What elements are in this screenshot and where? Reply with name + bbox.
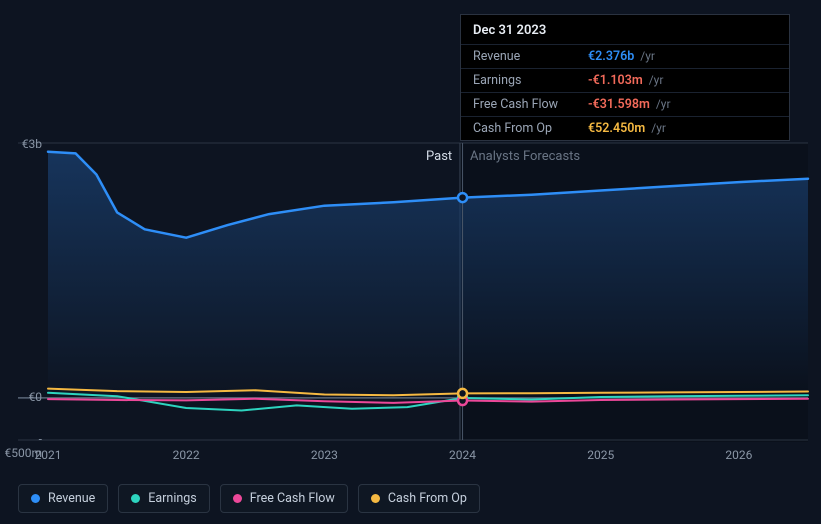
tooltip-date: Dec 31 2023 <box>461 15 789 44</box>
x-tick-label: 2025 <box>587 448 614 462</box>
financial-chart: Past Analysts Forecasts €3b€0-€500m 2021… <box>0 0 821 524</box>
past-region-label: Past <box>426 149 452 164</box>
y-tick-label: €0 <box>2 390 42 404</box>
tooltip-metric-value: -€31.598m <box>588 97 650 112</box>
legend-label: Cash From Op <box>388 491 467 506</box>
x-tick-label: 2026 <box>725 448 752 462</box>
forecast-region-label: Analysts Forecasts <box>470 149 580 164</box>
data-tooltip: Dec 31 2023 Revenue€2.376b/yrEarnings-€1… <box>460 14 790 141</box>
legend-item[interactable]: Cash From Op <box>358 484 480 513</box>
tooltip-metric-label: Free Cash Flow <box>473 97 588 112</box>
legend-label: Earnings <box>148 491 196 506</box>
tooltip-metric-unit: /yr <box>656 97 671 111</box>
y-tick-label: €3b <box>2 137 42 151</box>
tooltip-metric-label: Earnings <box>473 73 588 88</box>
legend-dot-icon <box>31 494 40 503</box>
tooltip-metric-label: Cash From Op <box>473 121 588 136</box>
chart-legend: Revenue Earnings Free Cash Flow Cash From O… <box>18 484 480 513</box>
x-tick-label: 2022 <box>173 448 200 462</box>
tooltip-row: Revenue€2.376b/yr <box>461 44 789 68</box>
tooltip-row: Free Cash Flow-€31.598m/yr <box>461 92 789 116</box>
legend-label: Free Cash Flow <box>250 491 335 506</box>
tooltip-row: Cash From Op€52.450m/yr <box>461 116 789 140</box>
tooltip-metric-value: €2.376b <box>588 49 634 64</box>
legend-dot-icon <box>233 494 242 503</box>
tooltip-metric-value: -€1.103m <box>588 73 643 88</box>
legend-label: Revenue <box>48 491 95 506</box>
x-tick-label: 2023 <box>311 448 338 462</box>
legend-item[interactable]: Revenue <box>18 484 108 513</box>
x-tick-label: 2024 <box>449 448 476 462</box>
legend-item[interactable]: Earnings <box>118 484 209 513</box>
tooltip-metric-unit: /yr <box>640 49 655 63</box>
tooltip-metric-unit: /yr <box>649 73 664 87</box>
tooltip-metric-unit: /yr <box>651 121 666 135</box>
legend-item[interactable]: Free Cash Flow <box>220 484 348 513</box>
legend-dot-icon <box>131 494 140 503</box>
tooltip-metric-label: Revenue <box>473 49 588 64</box>
x-tick-label: 2021 <box>35 448 62 462</box>
tooltip-metric-value: €52.450m <box>588 121 645 136</box>
legend-dot-icon <box>371 494 380 503</box>
tooltip-row: Earnings-€1.103m/yr <box>461 68 789 92</box>
